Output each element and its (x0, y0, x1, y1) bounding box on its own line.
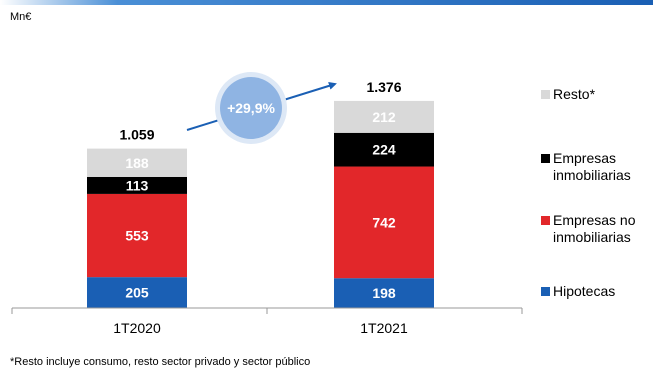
total-label-0: 1.059 (119, 127, 154, 143)
legend-label-empresas_inmobiliarias: Empresas inmobiliarias (553, 150, 631, 183)
legend-swatch-resto (541, 90, 550, 99)
bar-resto-1 (334, 100, 434, 133)
total-label-1: 1.376 (366, 79, 401, 95)
bar-label-resto-1: 212 (372, 109, 396, 125)
bar-label-empresas_inmobiliarias-1: 224 (372, 142, 396, 158)
bar-empresas_inmobiliarias-0 (87, 176, 187, 194)
bar-hipotecas-1 (334, 278, 434, 308)
growth-badge (220, 77, 282, 139)
unit-label: Mn€ (10, 11, 32, 23)
legend-label-resto: Resto* (553, 86, 596, 102)
legend-swatch-empresas_no_inmobiliarias (541, 216, 550, 225)
legend-swatch-hipotecas (541, 287, 550, 296)
footnote: *Resto incluye consumo, resto sector pri… (10, 356, 311, 368)
bar-empresas_no_inmobiliarias-1 (334, 166, 434, 279)
x-tick-label-0: 1T2020 (113, 320, 161, 336)
bar-empresas_inmobiliarias-1 (334, 132, 434, 167)
bar-label-hipotecas-0: 205 (125, 285, 149, 301)
bar-label-resto-0: 188 (125, 155, 149, 171)
bar-label-hipotecas-1: 198 (372, 285, 396, 301)
bar-label-empresas_no_inmobiliarias-1: 742 (372, 214, 396, 230)
x-tick-label-1: 1T2021 (360, 320, 408, 336)
bar-label-empresas_inmobiliarias-0: 113 (126, 177, 149, 193)
bar-label-empresas_no_inmobiliarias-0: 553 (125, 228, 149, 244)
bar-hipotecas-0 (87, 277, 187, 308)
growth-badge-label: +29,9% (227, 100, 275, 116)
legend-swatch-empresas_inmobiliarias (541, 154, 550, 163)
bar-empresas_no_inmobiliarias-0 (87, 193, 187, 278)
legend-label-empresas_no_inmobiliarias: Empresas no inmobiliarias (553, 212, 636, 245)
header-accent-line (0, 0, 653, 5)
bar-resto-0 (87, 148, 187, 177)
legend-label-hipotecas: Hipotecas (553, 283, 616, 299)
